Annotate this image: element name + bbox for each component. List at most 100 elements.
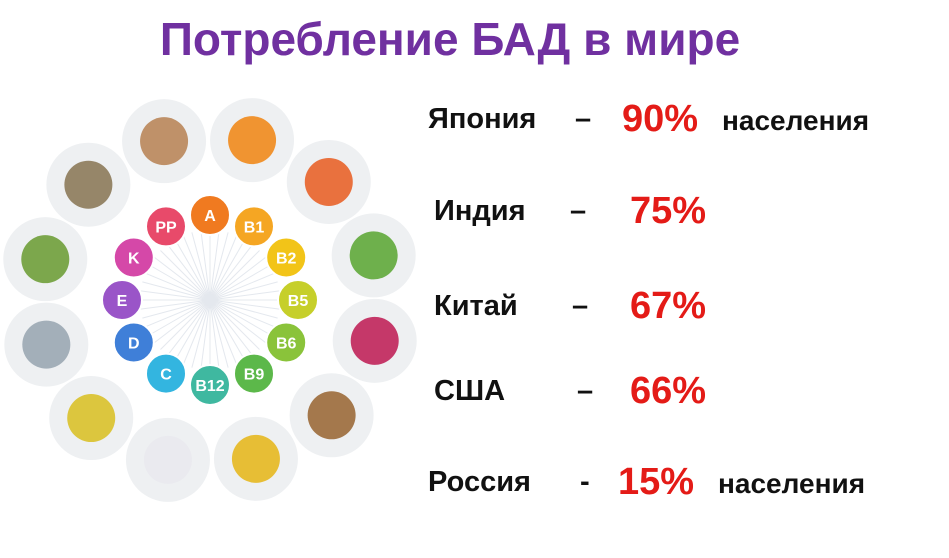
food-item <box>228 116 277 165</box>
ray <box>209 299 254 356</box>
vitamin-illustration: A B1 B2 B5 B6 B9 B12 C D E K PP <box>3 98 417 502</box>
ray <box>209 250 260 301</box>
ray <box>174 239 211 301</box>
vitamin-ball <box>112 321 155 364</box>
ray <box>209 299 238 365</box>
dash: – <box>570 195 587 227</box>
ray <box>209 235 238 301</box>
ray <box>154 256 211 301</box>
ray <box>209 264 271 301</box>
ray <box>191 232 211 301</box>
country: Индия <box>434 195 526 227</box>
ray <box>209 299 266 344</box>
ray <box>142 281 211 301</box>
ray <box>209 299 278 319</box>
ray <box>154 299 211 344</box>
vitamin-label: B9 <box>244 367 265 384</box>
country: Китай <box>434 290 518 322</box>
ray <box>140 299 211 310</box>
vitamin-ball <box>233 352 275 395</box>
vitamin-ball <box>189 194 231 236</box>
food-item <box>21 235 70 284</box>
ray <box>209 299 220 370</box>
vitamin-ball <box>145 205 187 248</box>
vitamin-ball <box>101 279 143 321</box>
ray <box>140 290 211 301</box>
ray <box>209 299 246 361</box>
percent: 67% <box>630 285 707 327</box>
vitamin-label: C <box>160 367 172 384</box>
ray <box>191 299 211 368</box>
ray <box>166 244 211 301</box>
country: Россия <box>428 466 531 498</box>
percent: 75% <box>630 190 707 232</box>
dash: – <box>572 290 589 322</box>
dash: - <box>580 466 590 498</box>
vitamin-label: B1 <box>244 219 265 236</box>
ray <box>142 299 211 319</box>
vitamin-label: E <box>117 293 128 310</box>
vitamin-label: K <box>128 251 140 268</box>
food-item <box>350 316 399 365</box>
vitamin-label: A <box>204 208 216 225</box>
suffix: населения <box>718 468 866 499</box>
title: Потребление БАД в мире <box>159 13 741 65</box>
ray <box>209 299 275 328</box>
food-item <box>64 160 113 209</box>
ray <box>209 290 280 301</box>
ray <box>209 299 280 310</box>
food-item <box>22 320 71 369</box>
ray <box>209 281 278 301</box>
ray <box>166 299 211 356</box>
dash: – <box>575 103 592 135</box>
percent: 66% <box>630 370 707 412</box>
vitamin-ball <box>112 236 155 279</box>
ray <box>200 230 211 301</box>
vitamin-ball <box>265 236 308 279</box>
ray <box>174 299 211 361</box>
vitamin-label: B12 <box>195 378 224 395</box>
ray <box>149 264 211 301</box>
country: США <box>434 375 506 407</box>
ray <box>209 272 275 301</box>
ray <box>149 299 211 336</box>
food-item <box>307 391 356 440</box>
ray <box>209 299 271 336</box>
ray <box>160 299 211 350</box>
food-item <box>304 157 353 206</box>
ray <box>209 232 229 301</box>
ray <box>182 235 211 301</box>
ray <box>209 256 266 301</box>
dash: – <box>577 375 594 407</box>
suffix: населения <box>722 105 870 136</box>
vitamin-label: D <box>128 336 140 353</box>
vitamin-label: B6 <box>276 336 297 353</box>
ray <box>182 299 211 365</box>
ray <box>145 299 211 328</box>
ray <box>209 299 260 350</box>
food-item <box>140 117 189 166</box>
vitamin-ball <box>265 321 308 364</box>
vitamin-ball <box>189 364 231 406</box>
vitamin-ball <box>233 205 275 248</box>
ray <box>209 239 246 301</box>
ray <box>209 230 220 301</box>
food-item <box>349 231 398 280</box>
vitamin-ball <box>277 279 319 321</box>
ray <box>145 272 211 301</box>
vitamin-label: B2 <box>276 251 297 268</box>
percent: 15% <box>618 461 695 503</box>
vitamin-ball <box>145 352 187 395</box>
country: Япония <box>428 103 537 135</box>
ray <box>160 250 211 301</box>
food-item <box>231 434 280 483</box>
vitamin-label: B5 <box>288 293 309 310</box>
rays <box>140 230 280 370</box>
vitamin-label: PP <box>155 219 177 236</box>
food-item <box>67 394 116 443</box>
food-ring <box>3 98 417 502</box>
ray <box>200 299 211 370</box>
vitamin-ring: A B1 B2 B5 B6 B9 B12 C D E K PP <box>101 194 319 406</box>
ray <box>209 299 229 368</box>
